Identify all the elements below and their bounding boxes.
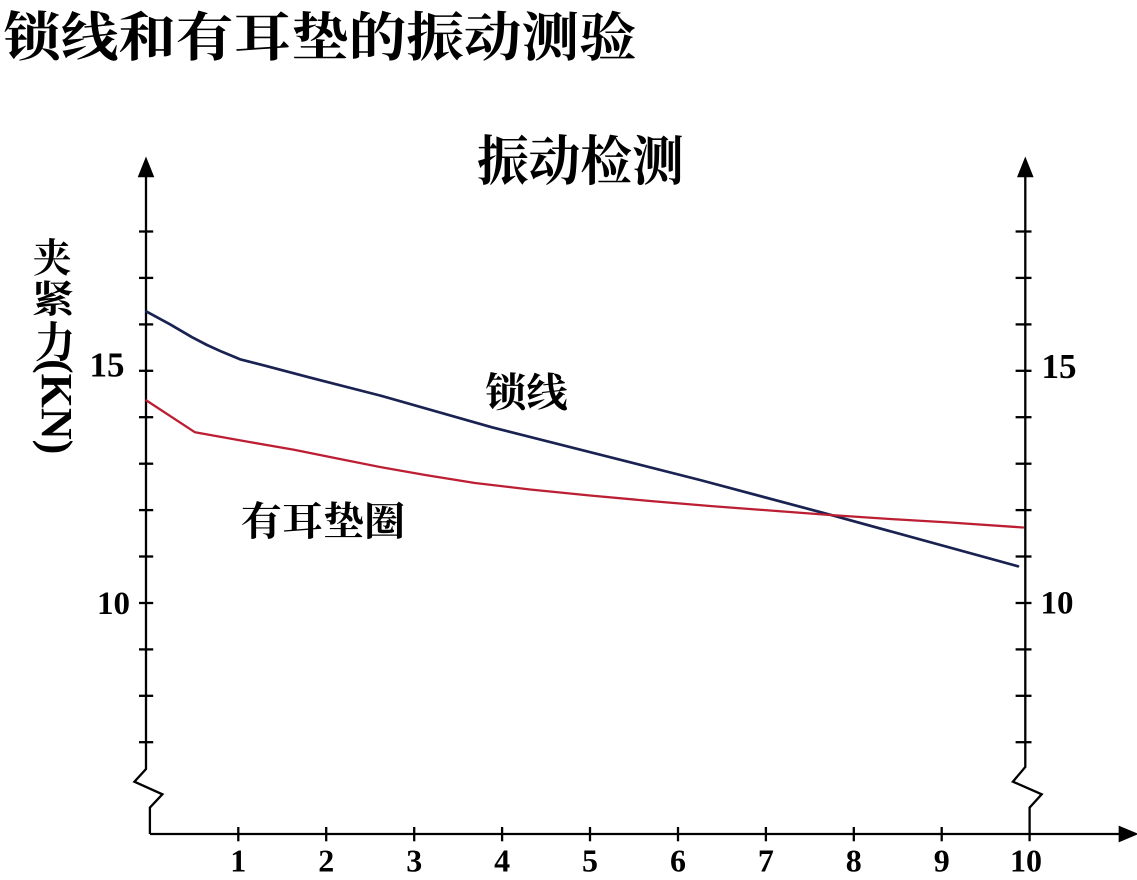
svg-text:10: 10 [1041,586,1074,622]
svg-text:8: 8 [846,842,862,878]
svg-text:7: 7 [758,842,774,878]
svg-text:15: 15 [1042,347,1077,386]
svg-text:1: 1 [230,842,246,878]
svg-text:6: 6 [670,842,686,878]
svg-text:5: 5 [582,842,598,878]
svg-text:10: 10 [97,586,130,622]
svg-text:10: 10 [1010,842,1042,878]
svg-text:2: 2 [318,842,334,878]
svg-text:(KN): (KN) [32,359,81,454]
svg-text:15: 15 [90,346,125,385]
svg-text:4: 4 [494,842,510,878]
svg-text:3: 3 [406,842,422,878]
svg-text:9: 9 [934,842,950,878]
